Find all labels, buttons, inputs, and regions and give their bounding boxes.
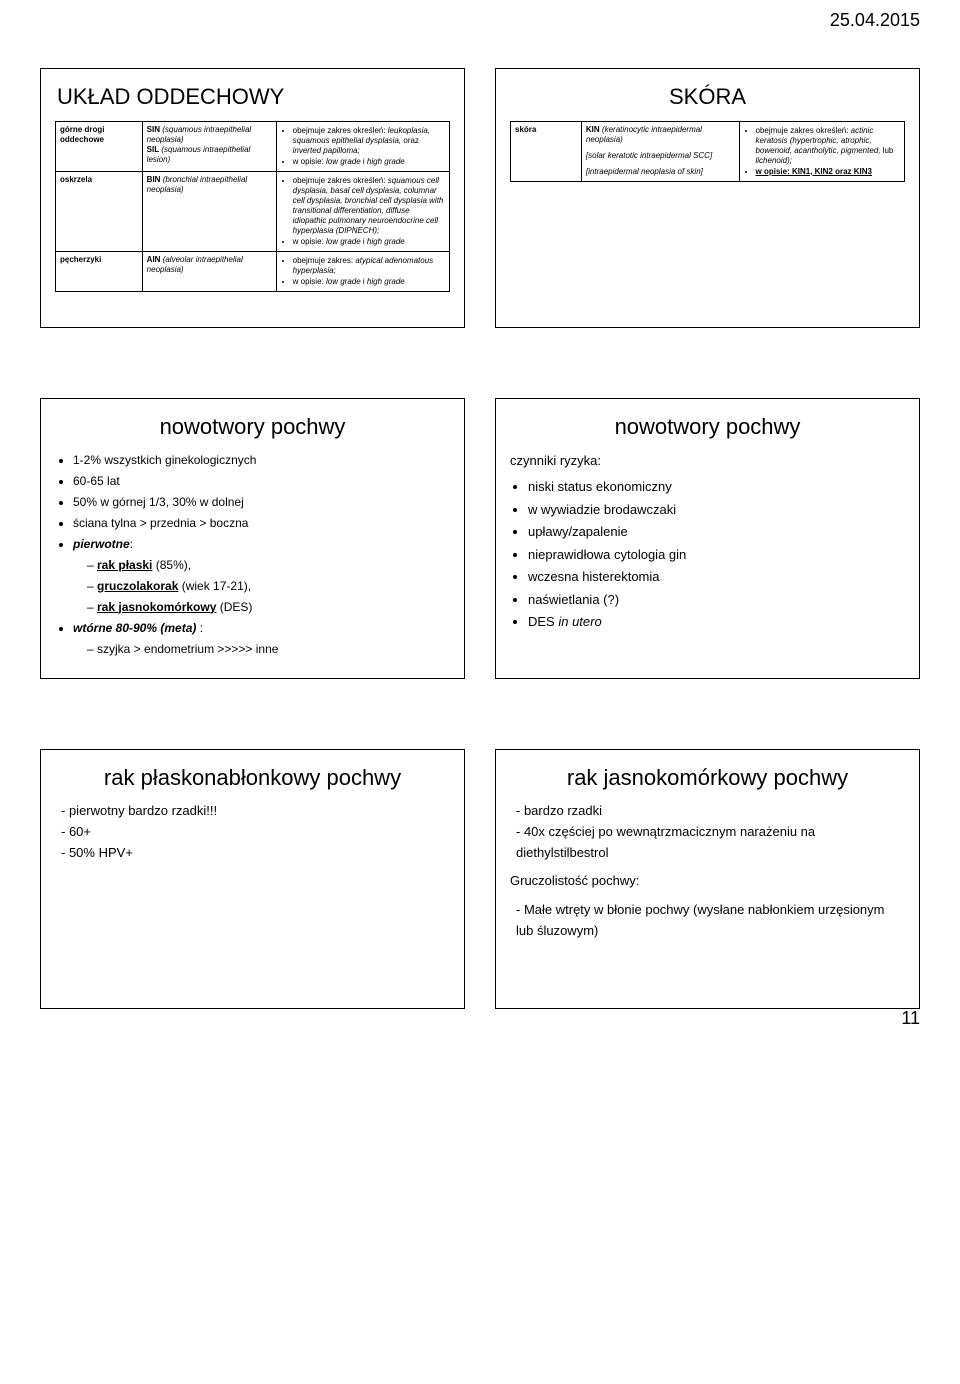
slide-title: rak płaskonabłonkowy pochwy [55, 764, 450, 792]
cell-item: obejmuje zakres określeń: leukoplasia, s… [293, 126, 445, 156]
sub-item: rak jasnokomórkowy (DES) [87, 598, 450, 616]
slide-title: nowotwory pochwy [55, 413, 450, 441]
cell: [intraepidermal neoplasia of skin] [586, 167, 735, 177]
cell: AIN (alveolar intraepithelial neoplasia) [147, 255, 272, 275]
dash-list: pierwotny bardzo rzadki!!! 60+ 50% HPV+ [55, 801, 450, 863]
list-item: 50% w górnej 1/3, 30% w dolnej [73, 493, 450, 511]
table-row: skóra KIN (keratinocytic intraepidermal … [511, 121, 905, 181]
lead-text: czynniki ryzyka: [510, 451, 905, 472]
sub-item: szyjka > endometrium >>>>> inne [87, 640, 450, 658]
slide-grid: UKŁAD ODDECHOWY górne drogi oddechowe SI… [40, 68, 920, 1009]
list-item: 60+ [61, 822, 450, 843]
list-item: pierwotny bardzo rzadki!!! [61, 801, 450, 822]
page-number: 11 [901, 1008, 920, 1029]
slide-title: SKÓRA [510, 83, 905, 111]
sub-item: gruczolakorak (wiek 17-21), [87, 577, 450, 595]
cell: SIL (squamous intraepithelial lesion) [147, 145, 272, 165]
table-row: górne drogi oddechowe SIN (squamous intr… [56, 121, 450, 171]
dash-list: Małe wtręty w błonie pochwy (wysłane nab… [510, 900, 905, 942]
cell: KIN (keratinocytic intraepidermal neopla… [586, 125, 735, 145]
table-skora: skóra KIN (keratinocytic intraepidermal … [510, 121, 905, 182]
slide-nowotwory-pochwy-1: nowotwory pochwy 1-2% wszystkich ginekol… [40, 398, 465, 679]
sub-item: rak płaski (85%), [87, 556, 450, 574]
list-item: 40x częściej po wewnątrzmacicznym naraże… [516, 822, 905, 864]
cell-item: obejmuje zakres: atypical adenomatous hy… [293, 256, 445, 276]
cell-item: w opisie: low grade i high grade [293, 157, 445, 167]
cell-item: w opisie: low grade i high grade [293, 237, 445, 247]
slide-rak-plaskonablonkowy: rak płaskonabłonkowy pochwy pierwotny ba… [40, 749, 465, 1009]
slide-uklad-oddechowy: UKŁAD ODDECHOWY górne drogi oddechowe SI… [40, 68, 465, 328]
cell: oskrzela [60, 175, 92, 184]
slide-title: nowotwory pochwy [510, 413, 905, 441]
cell-item: w opisie: low grade i high grade [293, 277, 445, 287]
slide-rak-jasnokomorkowy: rak jasnokomórkowy pochwy bardzo rzadki … [495, 749, 920, 1009]
list-item: bardzo rzadki [516, 801, 905, 822]
list-item: DES in utero [528, 612, 905, 632]
cell: BIN (bronchial intraepithelial neoplasia… [147, 175, 272, 195]
cell: pęcherzyki [60, 255, 101, 264]
slide-title: UKŁAD ODDECHOWY [57, 83, 450, 111]
cell-item: obejmuje zakres określeń: actinic kerato… [756, 126, 901, 166]
cell: skóra [515, 125, 536, 134]
list-item: 60-65 lat [73, 472, 450, 490]
list-item: nieprawidłowa cytologia gin [528, 545, 905, 565]
slide-title: rak jasnokomórkowy pochwy [510, 764, 905, 792]
list-item: 1-2% wszystkich ginekologicznych [73, 451, 450, 469]
list-item: upławy/zapalenie [528, 522, 905, 542]
list-item: wtórne 80-90% (meta) : szyjka > endometr… [73, 619, 450, 658]
list-item: 50% HPV+ [61, 843, 450, 864]
page: 25.04.2015 UKŁAD ODDECHOWY górne drogi o… [0, 0, 960, 1039]
cell: SIN (squamous intraepithelial neoplasia) [147, 125, 272, 145]
cell: górne drogi oddechowe [60, 125, 104, 144]
table-oddechowy: górne drogi oddechowe SIN (squamous intr… [55, 121, 450, 292]
list-item: pierwotne: rak płaski (85%), gruczolakor… [73, 535, 450, 616]
dash-list: bardzo rzadki 40x częściej po wewnątrzma… [510, 801, 905, 863]
list-item: Małe wtręty w błonie pochwy (wysłane nab… [516, 900, 905, 942]
table-row: pęcherzyki AIN (alveolar intraepithelial… [56, 251, 450, 291]
date-label: 25.04.2015 [830, 10, 920, 31]
bullet-list: niski status ekonomiczny w wywiadzie bro… [510, 477, 905, 632]
list-item: w wywiadzie brodawczaki [528, 500, 905, 520]
cell: [solar keratotic intraepidermal SCC] [586, 151, 735, 161]
list-item: wczesna histerektomia [528, 567, 905, 587]
bullet-list: 1-2% wszystkich ginekologicznych 60-65 l… [55, 451, 450, 658]
subsection-title: Gruczolistość pochwy: [510, 871, 905, 892]
list-item: naświetlania (?) [528, 590, 905, 610]
list-item: ściana tylna > przednia > boczna [73, 514, 450, 532]
list-item: niski status ekonomiczny [528, 477, 905, 497]
slide-skora: SKÓRA skóra KIN (keratinocytic intraepid… [495, 68, 920, 328]
cell-item: w opisie: KIN1, KIN2 oraz KIN3 [756, 167, 901, 177]
slide-nowotwory-pochwy-2: nowotwory pochwy czynniki ryzyka: niski … [495, 398, 920, 679]
table-row: oskrzela BIN (bronchial intraepithelial … [56, 171, 450, 251]
cell-item: obejmuje zakres określeń: squamous cell … [293, 176, 445, 236]
